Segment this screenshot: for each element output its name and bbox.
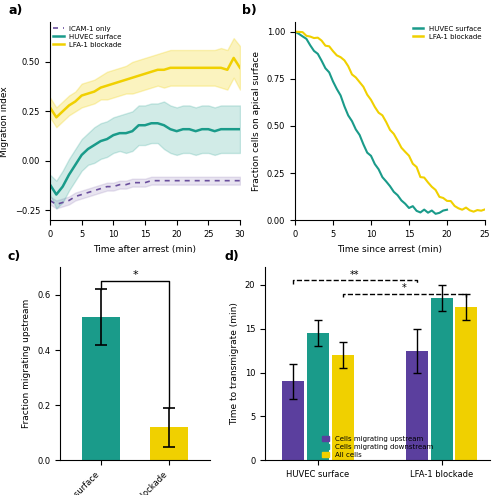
Legend: ICAM-1 only, HUVEC surface, LFA-1 blockade: ICAM-1 only, HUVEC surface, LFA-1 blocka… — [54, 26, 122, 48]
Legend: HUVEC surface, LFA-1 blockade: HUVEC surface, LFA-1 blockade — [413, 26, 482, 40]
Text: *: * — [402, 283, 407, 293]
Y-axis label: Fraction cells on apical surface: Fraction cells on apical surface — [252, 51, 261, 191]
Text: d): d) — [224, 249, 240, 262]
Y-axis label: Time to transmigrate (min): Time to transmigrate (min) — [230, 302, 239, 425]
Text: *: * — [132, 270, 138, 280]
Y-axis label: Migration index: Migration index — [0, 86, 10, 156]
Bar — [307, 333, 329, 460]
Bar — [282, 381, 304, 460]
X-axis label: Time after arrest (min): Time after arrest (min) — [94, 245, 196, 253]
Text: c): c) — [8, 249, 21, 262]
Bar — [406, 350, 428, 460]
Bar — [456, 307, 477, 460]
Bar — [82, 317, 120, 460]
Text: **: ** — [350, 270, 360, 280]
Text: b): b) — [242, 4, 256, 17]
Legend: Cells migrating upstream, Cells migrating downstream, All cells: Cells migrating upstream, Cells migratin… — [320, 433, 436, 461]
Y-axis label: Fraction migrating upstream: Fraction migrating upstream — [22, 299, 32, 429]
Bar — [150, 427, 188, 460]
Bar — [332, 355, 353, 460]
Bar — [430, 298, 452, 460]
Text: a): a) — [8, 4, 22, 17]
X-axis label: Time since arrest (min): Time since arrest (min) — [338, 245, 442, 253]
